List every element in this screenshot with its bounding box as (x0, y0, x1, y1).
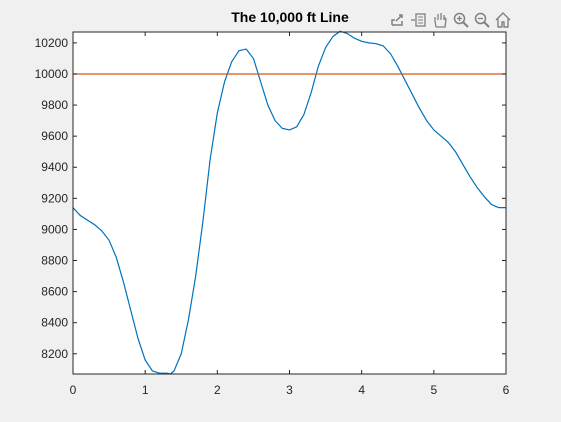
x-tick-label: 3 (286, 383, 293, 397)
y-tick-label: 9800 (41, 98, 68, 112)
elevation-series-line (72, 30, 506, 375)
y-tick-label: 9200 (41, 191, 68, 205)
x-tick-label: 0 (70, 383, 77, 397)
y-tick-label: 8800 (41, 254, 68, 268)
data-cursor-icon[interactable] (409, 10, 429, 30)
x-tick-label: 6 (503, 383, 510, 397)
home-icon[interactable] (493, 10, 513, 30)
y-tick-label: 10000 (35, 67, 69, 81)
y-tick-label: 8200 (41, 347, 68, 361)
y-tick-label: 8400 (41, 316, 68, 330)
zoom-out-icon[interactable] (472, 10, 492, 30)
chart-title: The 10,000 ft Line (231, 9, 349, 25)
x-tick-label: 5 (430, 383, 437, 397)
plot-area (73, 32, 506, 374)
y-tick-label: 10200 (35, 36, 69, 50)
y-tick-label: 9000 (41, 222, 68, 236)
pan-hand-icon[interactable] (430, 10, 450, 30)
x-tick-label: 1 (142, 383, 149, 397)
zoom-in-icon[interactable] (451, 10, 471, 30)
x-tick-label: 4 (358, 383, 365, 397)
y-tick-label: 9600 (41, 129, 68, 143)
export-icon[interactable] (388, 10, 408, 30)
y-tick-label: 8600 (41, 285, 68, 299)
axes-toolbar (388, 10, 513, 30)
x-tick-label: 2 (214, 383, 221, 397)
y-tick-label: 9400 (41, 160, 68, 174)
